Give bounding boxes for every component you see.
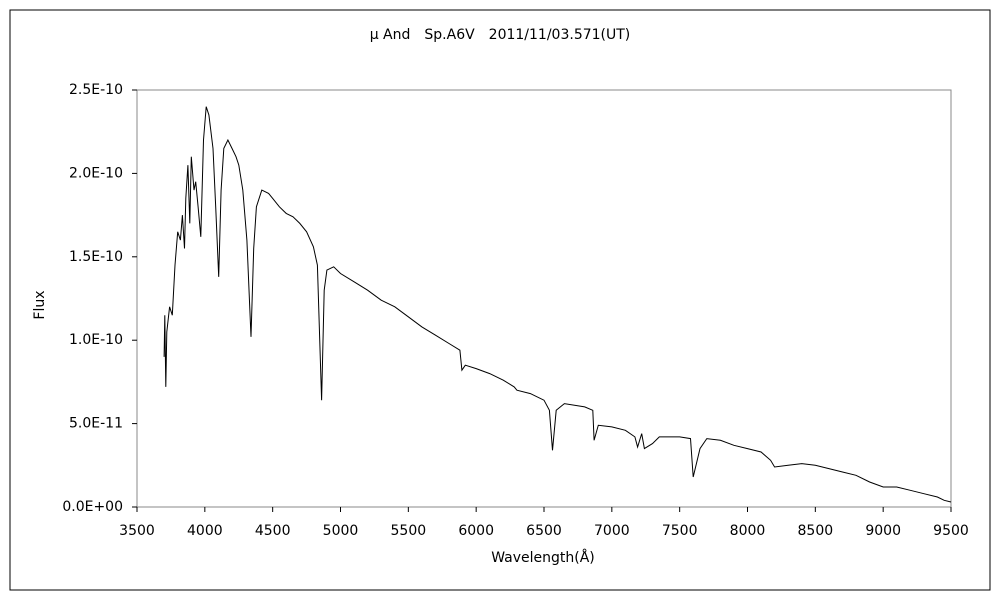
x-tick-label: 7000	[594, 523, 630, 539]
y-tick-label: 2.5E-10	[69, 82, 123, 98]
x-tick-label: 6000	[458, 523, 494, 539]
x-tick-label: 8000	[730, 523, 766, 539]
x-tick-label: 4500	[255, 523, 291, 539]
y-axis-label: Flux	[32, 290, 48, 319]
x-tick-label: 5500	[391, 523, 427, 539]
x-tick-label: 9500	[933, 523, 969, 539]
y-tick-label: 1.0E-10	[69, 332, 123, 348]
spectrum-line	[163, 106, 952, 503]
y-tick-label: 0.0E+00	[62, 499, 123, 515]
chart-border	[9, 9, 991, 591]
x-tick-label: 6500	[526, 523, 562, 539]
x-axis-label: Wavelength(Å)	[491, 549, 595, 566]
x-tick-label: 5000	[323, 523, 359, 539]
x-tick-label: 9000	[865, 523, 901, 539]
x-tick-label: 7500	[662, 523, 698, 539]
x-tick-label: 3500	[119, 523, 155, 539]
x-tick-label: 4000	[187, 523, 223, 539]
y-tick-label: 2.0E-10	[69, 165, 123, 181]
y-tick-label: 5.0E-11	[69, 416, 123, 432]
x-tick-label: 8500	[798, 523, 834, 539]
chart-title: μ And Sp.A6V 2011/11/03.571(UT)	[370, 27, 631, 43]
y-tick-label: 1.5E-10	[69, 249, 123, 265]
